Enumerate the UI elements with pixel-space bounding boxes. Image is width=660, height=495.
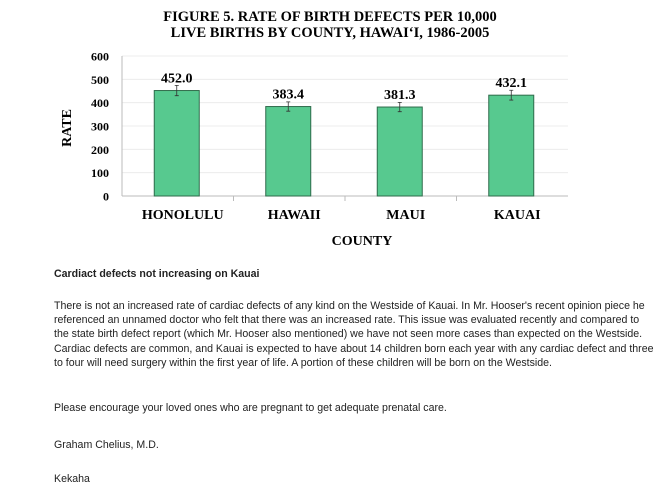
- bar: [153, 90, 200, 197]
- x-tick-label: HAWAII: [268, 208, 321, 223]
- x-tick-label: MAUI: [386, 208, 425, 223]
- y-tick-label: 600: [91, 50, 109, 64]
- chart-title-line-2: LIVE BIRTHS BY COUNTY, HAWAI‘I, 1986-200…: [171, 25, 490, 41]
- y-tick-label: 500: [91, 73, 109, 87]
- y-tick-label: 100: [91, 166, 109, 180]
- y-tick-label: 400: [91, 96, 109, 110]
- y-tick-label: 0: [103, 190, 109, 204]
- error-bar: [509, 89, 514, 101]
- x-tick-label: HONOLULU: [142, 208, 224, 223]
- bar-chart: FIGURE 5. RATE OF BIRTH DEFECTS PER 10,0…: [60, 9, 568, 249]
- chart-title-line-1: FIGURE 5. RATE OF BIRTH DEFECTS PER 10,0…: [163, 9, 496, 25]
- y-tick-label: 300: [91, 120, 109, 134]
- article-author: Graham Chelius, M.D.: [54, 439, 159, 451]
- data-label: 381.3: [384, 88, 416, 103]
- data-label: 452.0: [161, 72, 193, 87]
- article-paragraph: There is not an increased rate of cardia…: [54, 300, 654, 369]
- article-plea: Please encourage your loved ones who are…: [54, 402, 447, 414]
- data-label: 383.4: [273, 88, 305, 103]
- x-axis-label: COUNTY: [332, 234, 393, 249]
- article-heading: Cardiact defects not increasing on Kauai: [54, 268, 260, 280]
- article-location: Kekaha: [54, 473, 90, 485]
- data-label: 432.1: [496, 76, 528, 91]
- x-tick-label: KAUAI: [494, 208, 541, 223]
- error-bar: [286, 101, 291, 112]
- error-bar: [174, 85, 179, 97]
- bar: [265, 106, 312, 197]
- y-axis-label: RATE: [60, 109, 75, 147]
- bar: [488, 94, 535, 197]
- bar: [376, 106, 423, 197]
- error-bar: [397, 101, 402, 113]
- y-tick-label: 200: [91, 143, 109, 157]
